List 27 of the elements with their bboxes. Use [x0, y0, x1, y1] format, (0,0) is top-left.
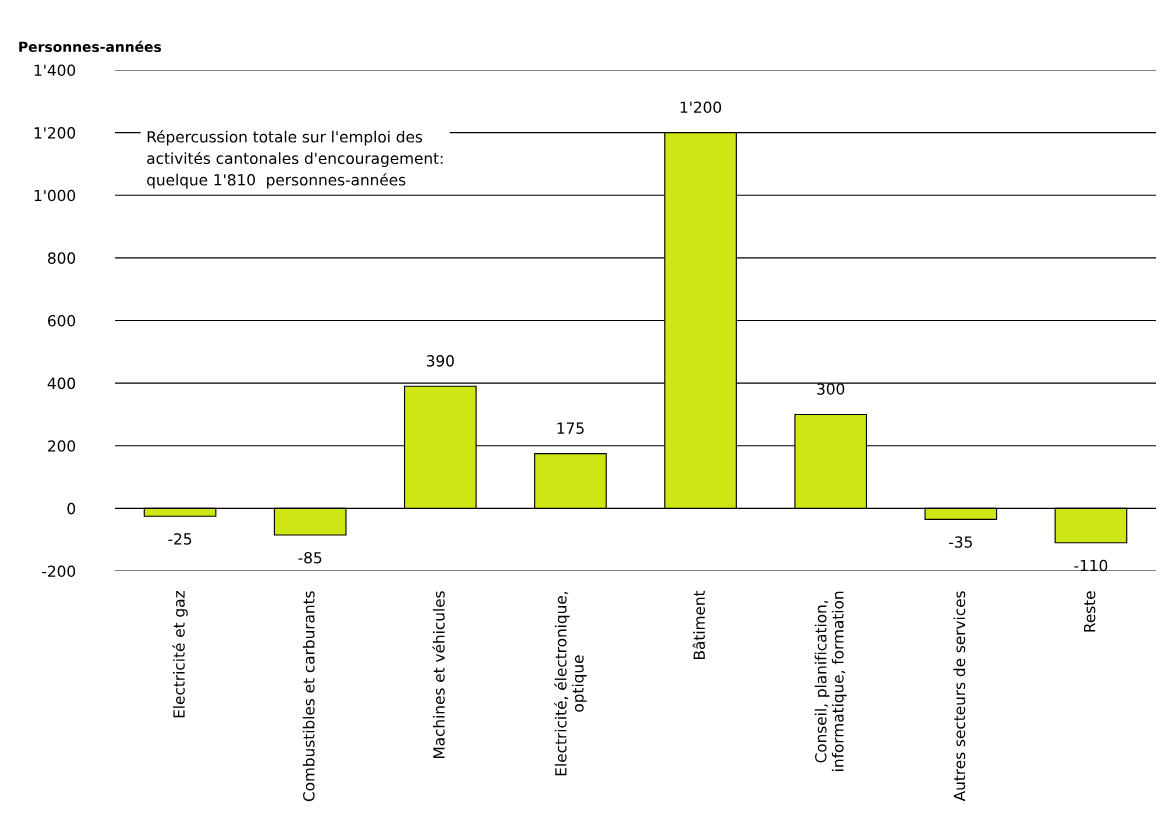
data-label: -110: [1074, 559, 1108, 572]
x-tick-label: Electricité, électronique, optique: [554, 591, 587, 776]
y-tick-label: 0: [67, 502, 76, 515]
x-tick-label: Bâtiment: [692, 590, 705, 659]
y-tick-label: 400: [47, 377, 76, 390]
x-tick-label: Combustibles et carburants: [302, 591, 315, 802]
y-tick-label: -200: [42, 565, 76, 578]
x-tick-label: Electricité et gaz: [172, 591, 188, 718]
y-tick-label: 800: [47, 252, 76, 264]
data-label: -35: [949, 536, 972, 548]
y-tick-label: 600: [48, 314, 76, 327]
y-tick-label: 200: [48, 440, 76, 452]
x-tick-label: Machines et véhicules: [432, 591, 445, 759]
data-label: 1'200: [680, 101, 722, 113]
data-label: -85: [298, 551, 322, 564]
y-tick-label: 1'400: [34, 64, 76, 77]
y-tick-label: 1'000: [34, 189, 76, 202]
annotation: Répercussion totale sur l'emploi des activités cantonales d'encouragement: quelque 1'810 personnes-années: [147, 130, 443, 189]
data-label: 175: [557, 422, 584, 434]
x-tick-label: Reste: [1084, 591, 1096, 632]
x-tick-label: Autres secteurs de services: [953, 591, 966, 802]
data-label: -25: [168, 533, 192, 545]
data-label: 300: [817, 383, 845, 395]
data-label: 390: [426, 355, 454, 367]
y-tick-label: 1'200: [34, 127, 76, 139]
y-axis-title: Personnes-années: [19, 40, 162, 53]
x-tick-label: Conseil, planification, informatique, formation: [814, 591, 847, 771]
